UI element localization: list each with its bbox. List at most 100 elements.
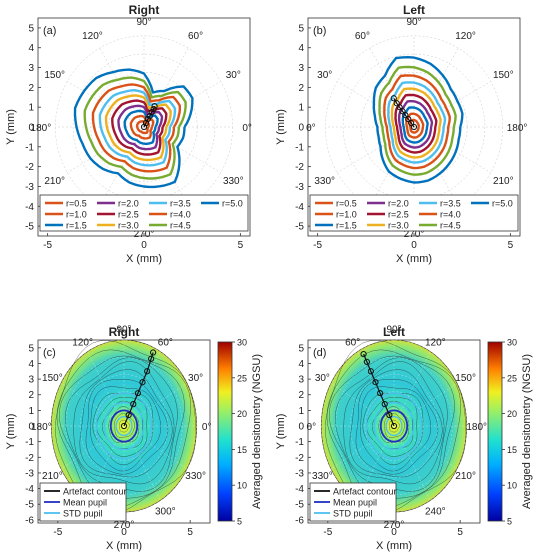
contour-line [73,68,194,189]
legend-label: Artefact contour [333,487,397,497]
polar-grid-spoke [60,425,125,470]
panel-title: Right [129,3,160,17]
legend-label: r=4.5 [440,221,461,231]
y-tick-label: 1 [298,103,304,114]
y-tick-label: -4 [295,484,304,495]
y-tick-label: 3 [28,375,34,386]
x-tick-label: 5 [187,527,193,538]
polar-grid-spoke [393,351,431,427]
angle-label: 90° [116,324,131,335]
angle-label: 30° [188,373,203,384]
pupil-track-point [402,112,409,119]
pupil-track-point [390,95,397,102]
legend-label: r=2.0 [388,199,409,209]
polar-grid-spoke [393,382,458,427]
legend-label: r=5.0 [492,199,513,209]
colorbar [487,341,503,522]
colorbar-tick-label: 30 [237,338,247,348]
pupil-track-point [410,123,418,131]
polar-grid-spoke [337,126,415,173]
y-tick-label: -4 [25,202,34,213]
y-tick-label: -5 [295,222,304,233]
mean-pupil-circle [109,409,139,443]
std-pupil-circle [373,401,415,451]
y-axis-label: Y (mm) [275,414,287,450]
pupil-track-point [386,411,393,419]
contour-line [91,83,182,173]
y-tick-label: 5 [298,343,304,354]
polar-grid-spoke [67,126,145,173]
contour-line [390,87,442,159]
iso-contour [79,369,173,478]
legend-label: r=3.5 [440,199,461,209]
colorbar-tick-label: 20 [507,409,517,419]
polar-grid-circle [350,374,438,478]
y-axis-label: Y (mm) [5,414,17,450]
angle-label: 150° [455,373,476,384]
angle-label: 60° [355,31,370,42]
mean-pupil-circle [379,409,409,443]
pupil-track-line [143,106,156,128]
legend-box [39,194,249,232]
y-tick-label: 2 [28,83,34,94]
y-tick-label: -5 [25,222,34,233]
legend-label: r=1.5 [66,221,87,231]
colorbar-tick-label: 5 [237,517,242,527]
polar-grid-spoke [357,351,395,427]
legend-label: r=4.0 [440,210,461,220]
legend-label: STD pupil [63,509,103,519]
polar-grid-spoke [337,81,415,128]
panel-label: (b) [313,25,326,37]
angle-label: 0° [307,422,317,433]
colorbar-tick-label: 25 [237,373,247,383]
colorbar-tick-label: 20 [237,409,247,419]
angle-label: 0° [202,422,212,433]
colorbar-tick-label: 25 [507,373,517,383]
pupil-track-point [151,103,158,110]
x-tick-label: 0 [391,527,397,538]
y-tick-label: -1 [25,437,34,448]
contour-line [394,93,438,154]
y-tick-label: 2 [298,390,304,401]
angle-label: 120° [72,337,93,348]
y-tick-label: 4 [298,359,304,370]
x-axis-label: X (mm) [396,253,432,265]
legend-box [309,194,519,232]
angle-label: 30° [315,373,330,384]
pupil-track-point [360,350,367,358]
y-tick-label: -2 [25,453,34,464]
polar-grid-spoke [99,47,145,128]
x-tick-label: 5 [457,527,463,538]
x-tick-label: -5 [323,527,332,538]
legend-label: r=5.0 [222,199,243,209]
y-tick-label: 3 [298,375,304,386]
y-tick-label: -2 [25,162,34,173]
angle-label: 240° [425,507,446,518]
legend-label: r=3.0 [118,221,139,231]
angle-label: 120° [82,31,103,42]
colorbar-label: Averaged densitometry (NGSU) [251,354,263,509]
y-tick-label: -2 [295,162,304,173]
y-tick-label: 4 [298,43,304,54]
contour-line [83,76,187,180]
y-axis-label: Y (mm) [5,109,17,145]
angle-label: 90° [136,17,151,28]
contour-line [372,56,464,184]
angle-label: 180° [507,123,528,134]
iso-contour [349,369,443,478]
pupil-track-point [120,422,128,430]
std-pupil-circle [115,415,133,437]
contour-line [378,65,457,176]
y-tick-label: -6 [295,515,304,526]
x-tick-label: -5 [43,240,52,251]
y-tick-label: 0 [298,123,304,134]
angle-label: 180° [31,123,52,134]
pupil-track-point [372,379,379,386]
colorbar-tick-label: 30 [507,338,517,348]
contour-line [408,118,420,134]
angle-label: 330° [312,471,333,482]
colorbar [217,341,233,522]
pupil-track-point [399,108,406,115]
legend-label: r=0.5 [336,199,357,209]
legend-label: Mean pupil [63,498,107,508]
